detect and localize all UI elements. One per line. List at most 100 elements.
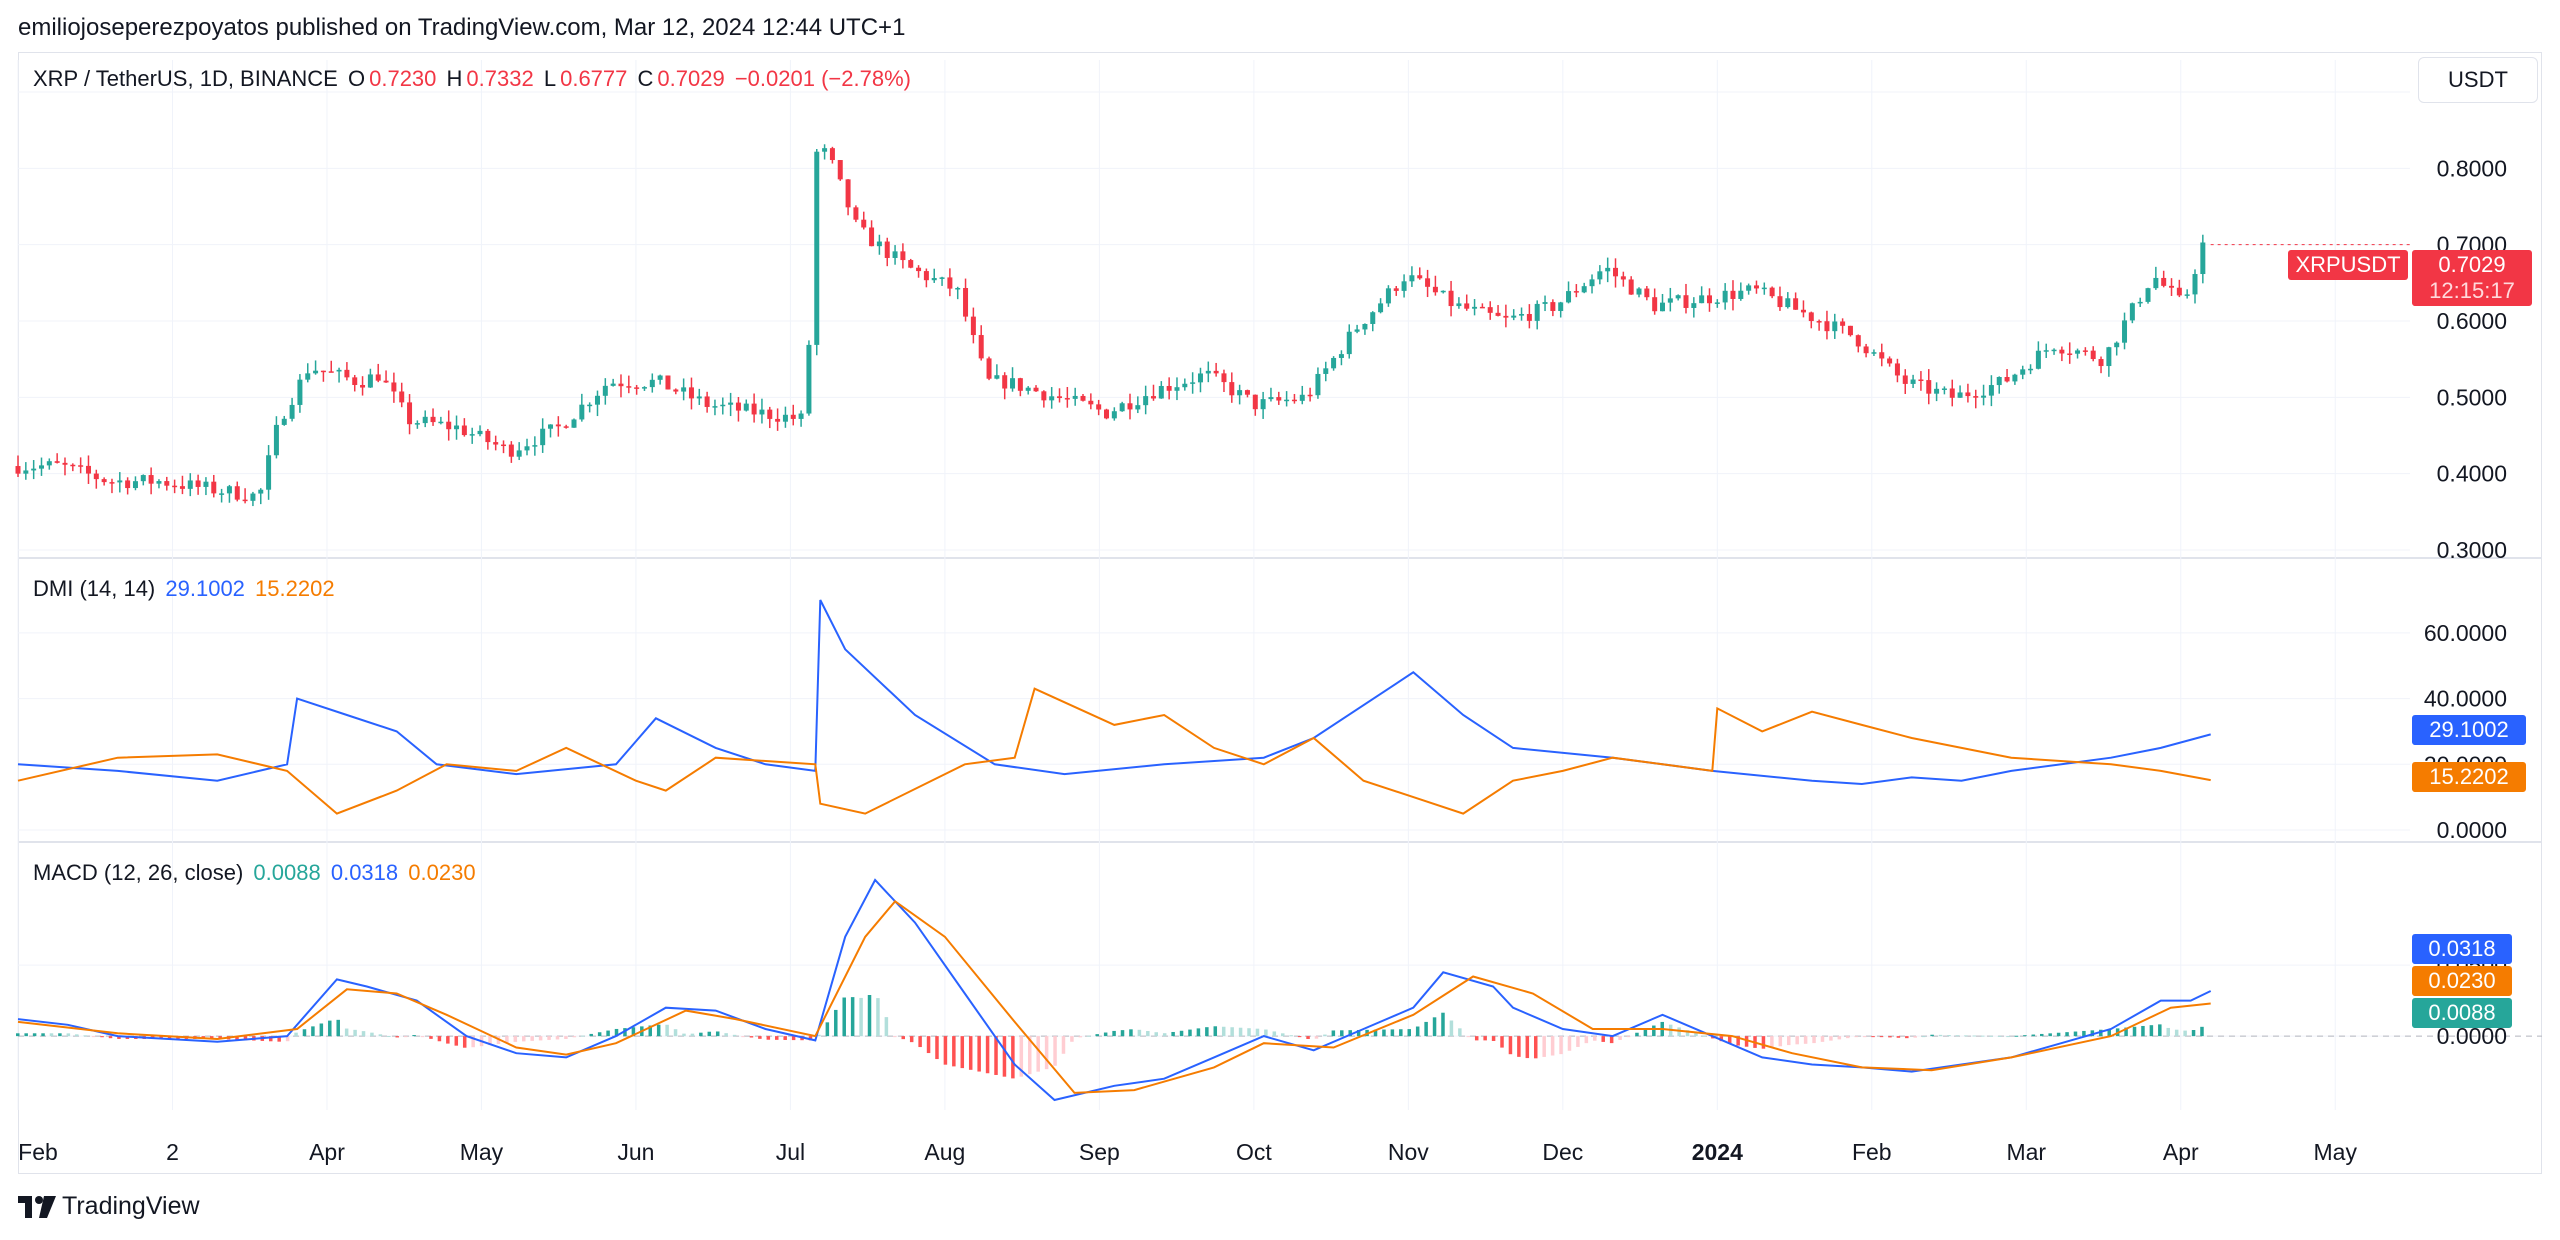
- candle-body: [1307, 394, 1313, 397]
- macd-histogram-bar: [1913, 1036, 1917, 1038]
- macd-histogram-bar: [935, 1036, 939, 1060]
- macd-histogram-bar: [1643, 1029, 1648, 1037]
- macd-histogram-bar: [437, 1036, 442, 1042]
- candle-body: [172, 485, 178, 488]
- macd-histogram-bar: [1120, 1030, 1125, 1037]
- macd-histogram-bar: [707, 1031, 712, 1037]
- candle-body: [1683, 295, 1689, 308]
- footer-brand[interactable]: TradingView: [18, 1192, 200, 1221]
- macd-histogram-bar: [269, 1036, 273, 1042]
- candle-body: [1722, 290, 1728, 303]
- x-tick-label: Aug: [924, 1139, 965, 1165]
- x-tick-label: Sep: [1079, 1139, 1120, 1165]
- candle-body: [853, 207, 859, 220]
- candle-body: [579, 404, 585, 420]
- candle-body: [1331, 357, 1337, 369]
- candle-body: [978, 335, 984, 359]
- macd-histogram-bar: [1980, 1035, 1985, 1037]
- macd-histogram-bar: [2006, 1036, 2010, 1038]
- candle-body: [1346, 331, 1352, 355]
- macd-histogram-bar: [1314, 1036, 1319, 1039]
- candle-body: [931, 278, 937, 281]
- macd-histogram-bar: [2166, 1027, 2170, 1037]
- candle-body: [1644, 288, 1650, 298]
- candle-body: [1338, 354, 1344, 358]
- macd-histogram-bar: [454, 1036, 459, 1046]
- macd-histogram-bar: [1955, 1035, 1960, 1037]
- macd-histogram-bar: [235, 1036, 239, 1040]
- currency-button[interactable]: USDT: [2418, 57, 2538, 103]
- candle-body: [1887, 358, 1893, 364]
- candle-body: [1425, 278, 1431, 287]
- candle-body: [399, 391, 405, 403]
- candle-body: [1691, 303, 1697, 308]
- macd-histogram-bar: [2056, 1032, 2061, 1037]
- candle-body: [1941, 388, 1947, 390]
- candle-body: [1808, 312, 1814, 322]
- candle-body: [696, 396, 702, 399]
- candle-body: [1769, 287, 1775, 297]
- candle-body: [1667, 298, 1673, 303]
- macd-histogram-bar: [1264, 1029, 1268, 1037]
- candle-body: [1746, 285, 1752, 291]
- macd-histogram-bar: [1399, 1029, 1403, 1037]
- macd-histogram-bar: [1053, 1036, 1057, 1066]
- macd-histogram-bar: [1972, 1035, 1977, 1037]
- candle-body: [837, 160, 843, 180]
- change-value: −0.0201 (−2.78%): [734, 66, 911, 91]
- macd-histogram-bar: [926, 1036, 931, 1054]
- macd-histogram-bar: [1382, 1029, 1386, 1037]
- macd-histogram-bar: [429, 1036, 433, 1039]
- candle-body: [602, 385, 608, 396]
- candle-body: [31, 468, 37, 471]
- macd-histogram-bar: [1432, 1017, 1437, 1037]
- macd-histogram-bar: [1011, 1036, 1015, 1079]
- y-tick-label: 0.0000: [2437, 817, 2507, 843]
- candle-body: [430, 416, 436, 423]
- macd-histogram-bar: [1458, 1028, 1462, 1037]
- macd-histogram-bar: [336, 1019, 340, 1037]
- macd-histogram-bar: [1255, 1028, 1260, 1037]
- candle-body: [289, 404, 295, 419]
- candle-body: [1378, 303, 1384, 313]
- macd-histogram-bar: [1534, 1036, 1538, 1059]
- candle-body: [1041, 391, 1047, 401]
- macd-histogram-bar: [1584, 1036, 1589, 1044]
- candle-body: [407, 402, 413, 425]
- candle-body: [2012, 374, 2018, 382]
- candle-body: [1816, 321, 1822, 323]
- candle-body: [391, 382, 397, 392]
- macd-histogram-bar: [1542, 1036, 1546, 1057]
- candle-body: [1550, 302, 1556, 311]
- macd-histogram-bar: [395, 1036, 399, 1038]
- macd-histogram-bar: [1576, 1036, 1580, 1047]
- macd-histogram-bar: [1466, 1036, 1471, 1038]
- macd-histogram-bar: [1137, 1029, 1142, 1037]
- macd-histogram-bar: [1103, 1032, 1108, 1037]
- x-tick-label: Apr: [309, 1139, 345, 1165]
- macd-histogram-bar: [2200, 1026, 2204, 1037]
- macd-histogram-bar: [2149, 1025, 2154, 1037]
- candle-body: [2176, 287, 2182, 296]
- macd-histogram-bar: [1719, 1036, 1724, 1042]
- candle-body: [493, 442, 499, 445]
- macd-histogram-bar: [522, 1036, 526, 1042]
- candle-body: [1699, 295, 1705, 304]
- x-tick-label: Jun: [617, 1139, 654, 1165]
- candle-body: [211, 481, 217, 494]
- high-label: H: [446, 66, 463, 91]
- macd-histogram-bar: [1230, 1027, 1234, 1037]
- candle-body: [1197, 373, 1203, 383]
- macd-histogram-bar: [893, 1036, 897, 1038]
- macd-histogram-bar: [1930, 1034, 1934, 1037]
- macd-histogram-bar: [1415, 1026, 1420, 1037]
- candle-body: [1464, 303, 1470, 309]
- candle-body: [900, 251, 906, 261]
- macd-histogram-bar: [370, 1032, 374, 1037]
- candle-body: [1111, 411, 1117, 419]
- macd-histogram-bar: [1517, 1036, 1521, 1057]
- macd-histogram-bar: [2183, 1030, 2187, 1037]
- candle-body: [1542, 302, 1548, 304]
- macd-histogram-bar: [1272, 1031, 1277, 1037]
